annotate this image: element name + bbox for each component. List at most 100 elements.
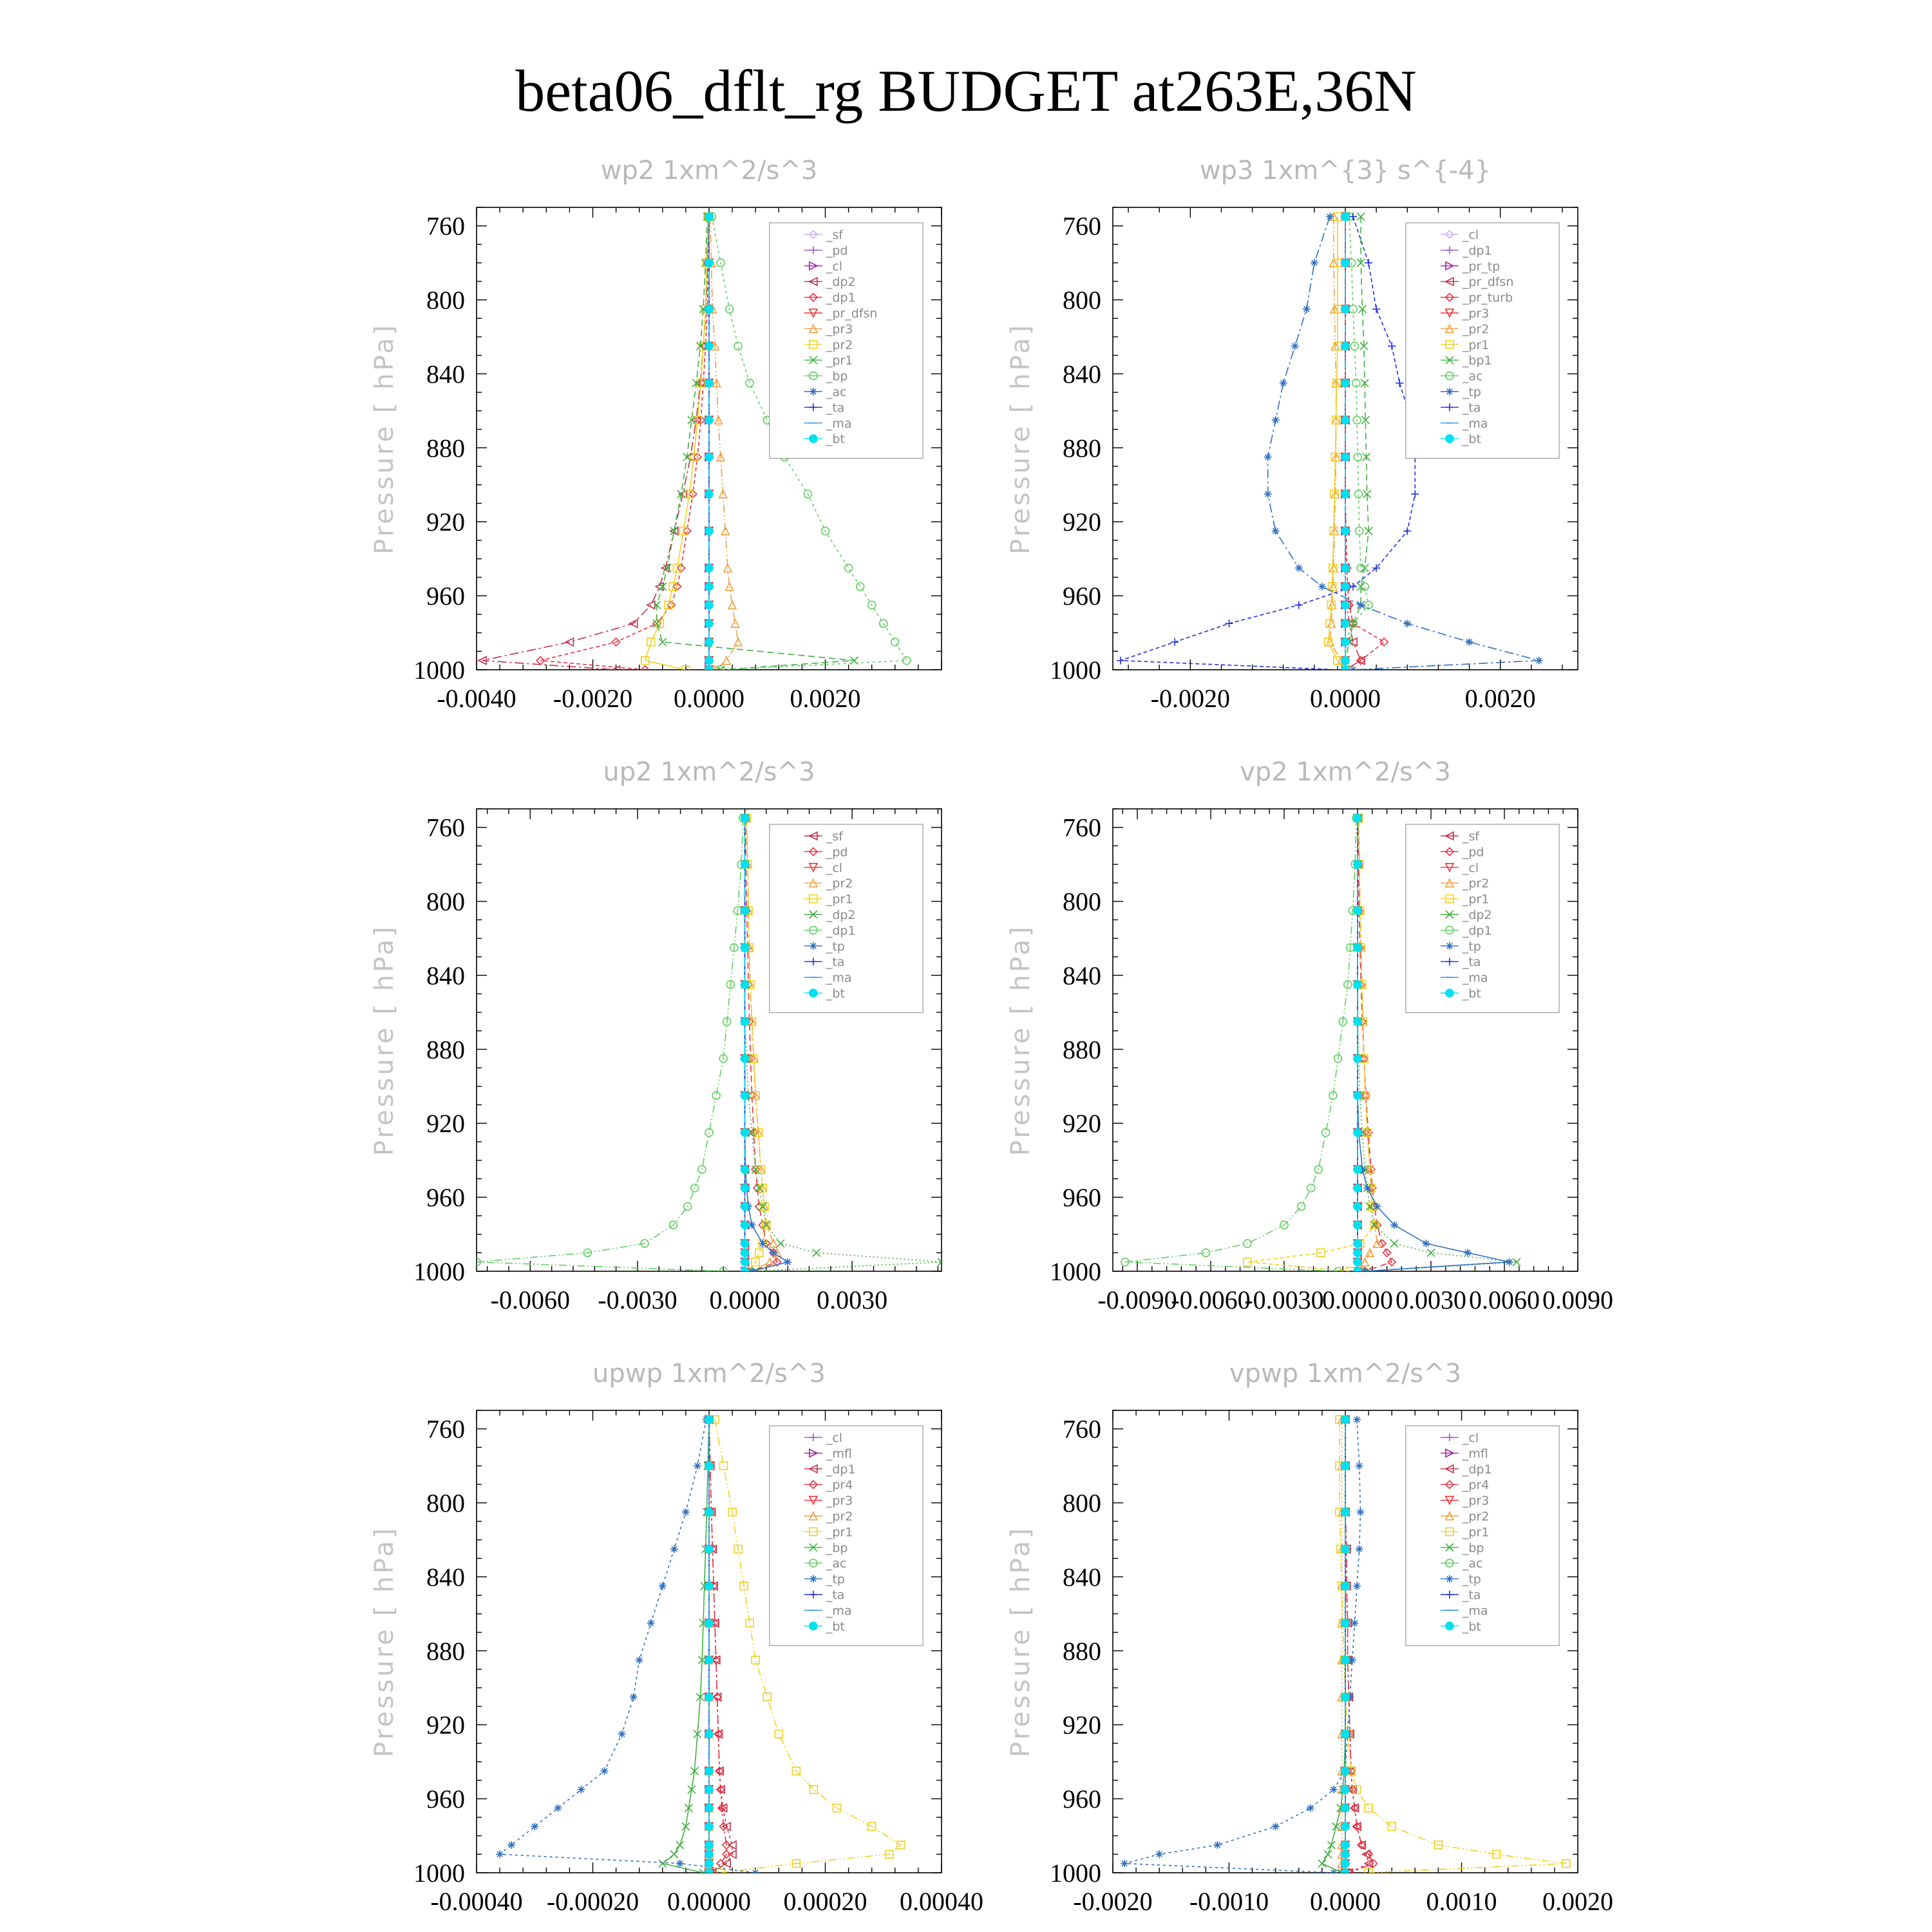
data-point <box>752 1869 760 1873</box>
legend-marker <box>809 989 818 998</box>
data-point <box>728 1508 737 1517</box>
series-line-dp2 <box>482 216 708 670</box>
data-point <box>715 1785 726 1794</box>
data-point <box>1327 600 1336 610</box>
data-point <box>705 305 714 314</box>
data-point <box>685 489 694 498</box>
data-point <box>1353 452 1363 462</box>
data-point <box>663 564 672 573</box>
y-tick-label: 960 <box>1063 1785 1101 1814</box>
data-point <box>1271 1823 1280 1831</box>
legend-label: _bt <box>826 987 845 1001</box>
legend-marker <box>809 1543 818 1552</box>
data-point <box>1341 619 1350 629</box>
data-point <box>751 1164 761 1175</box>
legend-label: _bt <box>826 1620 845 1634</box>
data-point <box>611 665 621 670</box>
data-point <box>832 1803 842 1813</box>
data-point <box>1341 452 1350 462</box>
data-point <box>1306 1804 1314 1812</box>
y-tick-label: 880 <box>1063 1035 1101 1064</box>
data-point <box>1350 1803 1359 1813</box>
data-point <box>681 665 690 670</box>
data-point <box>776 1239 785 1248</box>
legend-marker <box>1445 371 1454 381</box>
y-tick-label: 840 <box>426 961 465 990</box>
data-point <box>672 564 682 573</box>
data-point <box>1349 582 1358 591</box>
legend-label: _ma <box>826 971 852 985</box>
data-point <box>689 452 699 462</box>
data-point <box>1363 1184 1372 1192</box>
panel-4: vp2 1xm^2/s^3 Pressure [ hPa] 760 800 840 880… <box>1006 757 1613 1314</box>
legend-marker <box>808 847 818 857</box>
legend-label: _dp1 <box>826 1463 856 1477</box>
data-point <box>1329 1785 1338 1794</box>
data-point <box>705 1128 714 1137</box>
data-point <box>724 305 734 314</box>
data-point <box>1353 1257 1362 1267</box>
x-tick-label: 0.0020 <box>1542 1887 1613 1916</box>
y-tick-label: 920 <box>1063 1710 1101 1739</box>
series-line-pr3 <box>710 216 739 670</box>
legend-label: _ta <box>826 1588 845 1602</box>
data-point <box>744 1267 753 1271</box>
y-tick-label: 800 <box>1063 286 1101 315</box>
legend-label: _pd <box>826 243 848 258</box>
legend-marker <box>809 246 817 254</box>
data-point <box>1341 665 1350 670</box>
data-point <box>1361 415 1370 424</box>
data-point <box>1271 416 1280 424</box>
data-point <box>1341 415 1350 425</box>
legend-label: _pr1 <box>1462 1525 1489 1539</box>
data-point <box>1387 1257 1397 1267</box>
data-point <box>937 1258 942 1267</box>
legend-label: _pr3 <box>826 322 853 336</box>
series-line-pd <box>744 818 778 1271</box>
x-tick-label: -0.0010 <box>1189 1887 1269 1916</box>
legend-marker <box>1445 910 1454 919</box>
data-point <box>1353 1220 1362 1229</box>
data-point <box>891 638 900 647</box>
legend-marker <box>809 958 817 966</box>
x-tick-label: 0.0000 <box>1310 684 1381 713</box>
legend-label: _ta <box>826 955 845 969</box>
legend-label: _ac <box>1462 1557 1483 1571</box>
data-point <box>1353 1582 1361 1590</box>
data-point <box>697 1165 706 1174</box>
y-tick-label: 880 <box>426 433 465 462</box>
legend-label: _pd <box>1462 845 1484 859</box>
legend-label: _dp1 <box>826 923 856 938</box>
data-point <box>1465 638 1473 646</box>
data-point <box>1279 379 1287 387</box>
data-point <box>564 637 574 647</box>
data-point <box>1353 906 1362 915</box>
data-point <box>1492 1850 1501 1859</box>
legend-marker <box>1445 1622 1454 1631</box>
data-point <box>1359 341 1368 350</box>
data-point <box>1201 1248 1211 1258</box>
legend-label: _ta <box>1462 955 1481 969</box>
data-point <box>751 1655 760 1665</box>
y-axis-label: Pressure [ hPa] <box>1006 1526 1036 1757</box>
data-point <box>1464 1249 1472 1257</box>
data-point <box>720 526 730 536</box>
data-point <box>762 1692 772 1701</box>
data-point <box>727 1840 737 1850</box>
data-point <box>668 582 677 591</box>
data-point <box>531 1823 539 1831</box>
x-tick-label: 0.0030 <box>1396 1285 1466 1314</box>
data-point <box>1372 305 1381 313</box>
legend-marker <box>808 1495 819 1506</box>
data-point <box>1360 379 1369 388</box>
x-tick-label: -0.0020 <box>1073 1887 1152 1916</box>
data-point <box>1352 1822 1362 1832</box>
legend-label: _ta <box>1462 401 1481 415</box>
data-point <box>1280 1220 1289 1229</box>
y-tick-label: 960 <box>1063 1183 1101 1212</box>
y-tick-label: 800 <box>1063 887 1101 916</box>
data-point <box>1357 601 1365 609</box>
data-point <box>740 1054 750 1063</box>
data-point <box>1382 1248 1392 1258</box>
data-point <box>745 379 754 388</box>
